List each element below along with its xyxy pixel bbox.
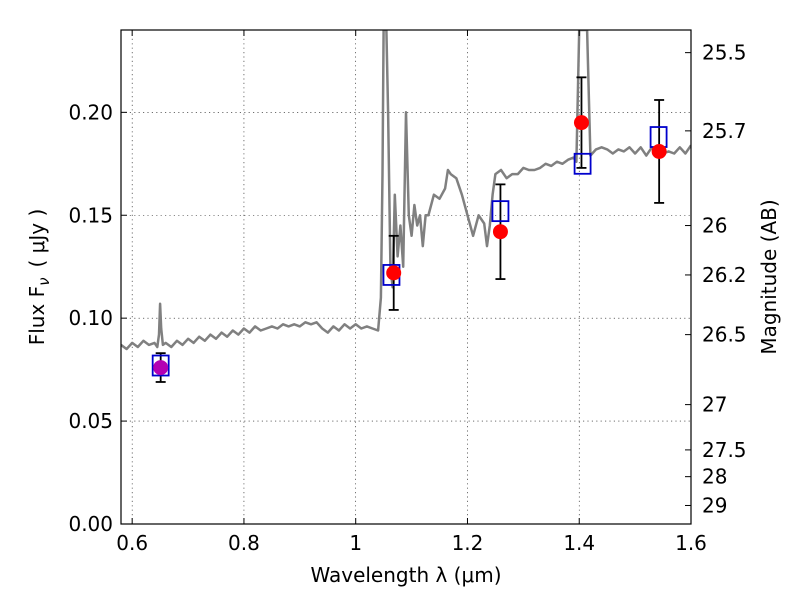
x-tick-label: 1.2	[452, 531, 484, 555]
observed-point	[573, 115, 589, 131]
right-tick-label: 26	[702, 214, 727, 238]
model-spectrum-line	[121, 30, 691, 351]
right-tick-label: 26.5	[702, 323, 747, 347]
model-square	[573, 152, 592, 175]
model-square	[491, 200, 510, 223]
x-tick-label: 1.6	[675, 531, 707, 555]
y-tick-label: 0.20	[68, 100, 113, 124]
x-tick-label: 0.8	[228, 531, 260, 555]
observed-point	[386, 265, 402, 281]
grid-layer	[121, 30, 692, 525]
y-tick-label: 0.10	[68, 306, 113, 330]
y-axis-label-subscript: ν	[35, 277, 53, 285]
y-tick-label: 0.00	[68, 512, 113, 536]
right-tick-label: 25.5	[702, 41, 747, 65]
observed-point	[651, 143, 667, 159]
y-axis-label-unit: ( μJy )	[25, 209, 49, 268]
right-axis-label: Magnitude (AB)	[757, 199, 781, 354]
x-tick-label: 1	[349, 531, 362, 555]
right-tick-label: 28	[702, 465, 727, 489]
svg-text:Flux Fν( μJy ): Flux Fν ( μJy )	[25, 209, 53, 346]
tick-layer: 0.6 0.8 1 1.2 1.4 1.6 0.00 0.05 0.10 0.15 0.20 25.5…	[68, 30, 747, 555]
y-tick-label: 0.05	[68, 409, 113, 433]
observed-point	[153, 360, 169, 376]
right-axis-label-group: Magnitude (AB)	[757, 199, 781, 354]
right-tick-label: 25.7	[702, 119, 747, 143]
right-tick-label: 27	[702, 393, 727, 417]
y-axis-label: Flux F	[25, 286, 49, 345]
plot-area	[121, 30, 691, 383]
x-tick-label: 1.4	[563, 531, 595, 555]
plot-frame	[120, 29, 692, 525]
observed-photometry-points	[153, 115, 667, 376]
y-axis-label-group: Flux Fν ( μJy )	[25, 209, 53, 346]
right-tick-label: 26.2	[702, 263, 747, 287]
y-tick-label: 0.15	[68, 203, 113, 227]
x-tick-label: 0.6	[116, 531, 148, 555]
right-tick-label: 27.5	[702, 438, 747, 462]
observed-point	[492, 224, 508, 240]
model-photometry-squares	[151, 126, 668, 377]
right-tick-label: 29	[702, 493, 727, 517]
model-square	[151, 354, 170, 377]
x-axis-label: Wavelength λ (μm)	[310, 563, 501, 587]
